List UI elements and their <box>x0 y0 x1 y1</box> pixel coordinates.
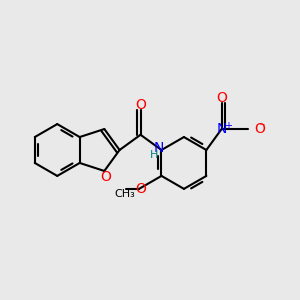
Text: +: + <box>224 121 232 131</box>
Text: O: O <box>135 182 146 196</box>
Text: N: N <box>216 122 227 136</box>
Text: O: O <box>254 122 265 136</box>
Text: O: O <box>101 170 112 184</box>
Text: ⁻: ⁻ <box>258 121 265 134</box>
Text: N: N <box>153 141 164 154</box>
Text: CH₃: CH₃ <box>114 189 135 199</box>
Text: O: O <box>135 98 146 112</box>
Text: H: H <box>150 150 158 160</box>
Text: O: O <box>216 91 227 105</box>
